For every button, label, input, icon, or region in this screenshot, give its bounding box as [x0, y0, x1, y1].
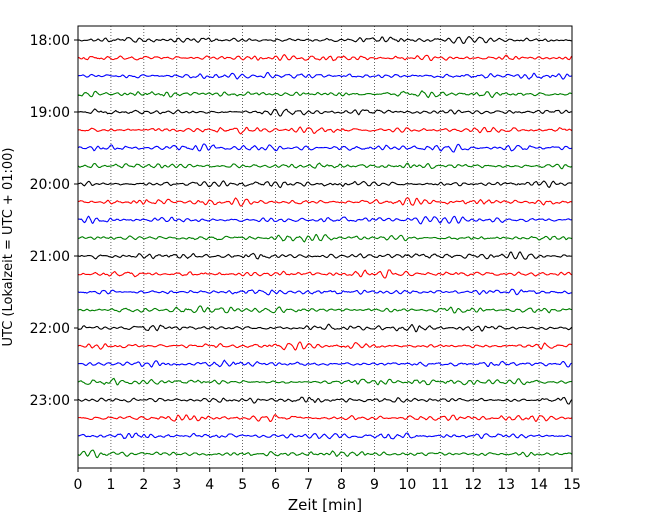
- trace-row-2015: [77, 197, 572, 207]
- x-axis-label: Zeit [min]: [288, 496, 362, 514]
- x-tick-label: 4: [205, 477, 214, 493]
- trace-row-1830: [77, 71, 572, 80]
- trace-row-1845: [77, 89, 572, 99]
- trace-row-2145: [77, 305, 572, 314]
- y-tick-label: 18:00: [30, 33, 70, 49]
- x-tick-label: 6: [271, 477, 280, 493]
- x-tick-label: 3: [172, 477, 181, 493]
- y-tick-label: 19:00: [30, 105, 70, 121]
- trace-row-2115: [77, 269, 572, 279]
- grid-lines: [110, 26, 540, 468]
- trace-row-1800: [77, 36, 572, 44]
- trace-row-1930: [77, 143, 572, 153]
- x-tick-label: 15: [563, 477, 581, 493]
- x-tick-label: 1: [106, 477, 115, 493]
- y-tick-label: 21:00: [30, 249, 70, 265]
- y-axis: 18:00 19:00 20:00 21:00 22:00 23:00: [30, 33, 78, 409]
- trace-row-2100: [77, 251, 572, 260]
- trace-row-2345: [77, 449, 572, 459]
- x-tick-label: 12: [464, 477, 482, 493]
- x-tick-label: 11: [431, 477, 449, 493]
- trace-row-2045: [77, 233, 572, 243]
- trace-row-2330: [77, 432, 572, 440]
- trace-row-2200: [77, 323, 573, 333]
- trace-row-2245: [77, 377, 572, 386]
- x-axis: 0 1 2 3 4 5 6 7 8 9 10 11 12 13 14 15: [74, 468, 581, 493]
- x-tick-label: 13: [497, 477, 515, 493]
- trace-row-1915: [77, 126, 573, 135]
- plot-frame: [77, 25, 573, 469]
- trace-row-2315: [77, 414, 572, 423]
- x-tick-label: 14: [530, 477, 548, 493]
- x-tick-label: 8: [337, 477, 346, 493]
- y-axis-label: UTC (Lokalzeit = UTC + 01:00): [1, 148, 16, 347]
- trace-row-2000: [77, 180, 572, 189]
- trace-lines: [77, 36, 573, 459]
- trace-row-2130: [77, 288, 572, 296]
- trace-row-2230: [77, 359, 572, 368]
- x-tick-label: 0: [74, 477, 83, 493]
- trace-row-2030: [77, 215, 572, 225]
- x-tick-label: 9: [370, 477, 379, 493]
- x-tick-label: 7: [304, 477, 313, 493]
- x-tick-label: 2: [139, 477, 148, 493]
- trace-row-1945: [77, 162, 572, 170]
- x-tick-label: 5: [238, 477, 247, 493]
- y-tick-label: 20:00: [30, 177, 70, 193]
- y-tick-label: 22:00: [30, 321, 70, 337]
- y-tick-label: 23:00: [30, 393, 70, 409]
- trace-row-1815: [77, 54, 573, 62]
- trace-row-1900: [77, 108, 572, 117]
- trace-row-2300: [77, 396, 573, 405]
- trace-row-2215: [77, 341, 572, 351]
- x-tick-label: 10: [398, 477, 416, 493]
